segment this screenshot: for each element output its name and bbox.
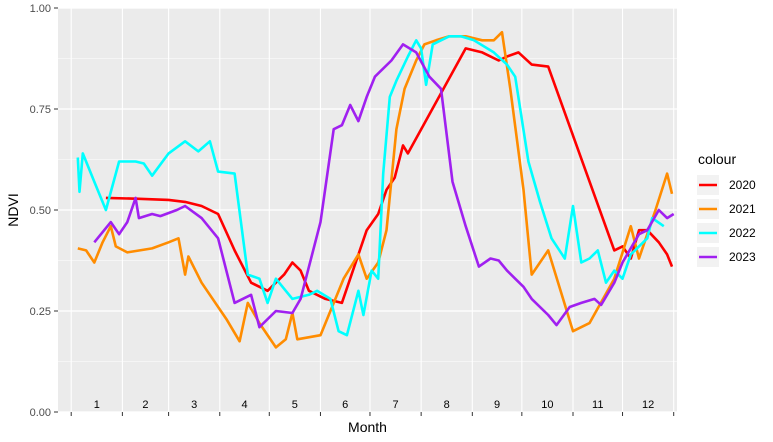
y-tick-label: 0.25 bbox=[30, 306, 51, 318]
month-label: 10 bbox=[541, 399, 553, 411]
y-tick-label: 1.00 bbox=[30, 3, 51, 15]
y-tick-label: 0.00 bbox=[30, 407, 51, 419]
legend: colour 2020 2021 2022 2023 bbox=[697, 151, 756, 267]
series-lines bbox=[76, 30, 675, 349]
month-label: 4 bbox=[241, 399, 247, 411]
legend-label-2022: 2022 bbox=[729, 226, 756, 240]
month-label: 9 bbox=[494, 399, 500, 411]
x-axis-title: Month bbox=[348, 419, 387, 435]
month-label: 2 bbox=[142, 399, 148, 411]
month-label: 12 bbox=[642, 399, 654, 411]
axes: 0.000.250.500.751.001 2 3 4 5 6 7 8 9 10 11 12 bbox=[30, 3, 675, 419]
month-label: 6 bbox=[342, 399, 348, 411]
grid-lines bbox=[58, 7, 677, 413]
y-axis-title: NDVI bbox=[5, 193, 21, 226]
series-line-2022 bbox=[76, 35, 665, 337]
month-label: 11 bbox=[592, 399, 603, 411]
series-line-2023 bbox=[93, 43, 675, 329]
legend-label-2021: 2021 bbox=[729, 202, 756, 216]
month-label: 8 bbox=[444, 399, 450, 411]
legend-title: colour bbox=[698, 151, 736, 167]
legend-label-2020: 2020 bbox=[729, 178, 756, 192]
legend-label-2023: 2023 bbox=[729, 250, 756, 264]
series-line-2021 bbox=[77, 30, 674, 349]
y-tick-label: 0.75 bbox=[30, 104, 51, 116]
month-label: 3 bbox=[191, 399, 197, 411]
month-label: 5 bbox=[292, 399, 298, 411]
month-label: 1 bbox=[94, 399, 100, 411]
month-label: 7 bbox=[392, 399, 398, 411]
y-tick-label: 0.50 bbox=[30, 205, 51, 217]
